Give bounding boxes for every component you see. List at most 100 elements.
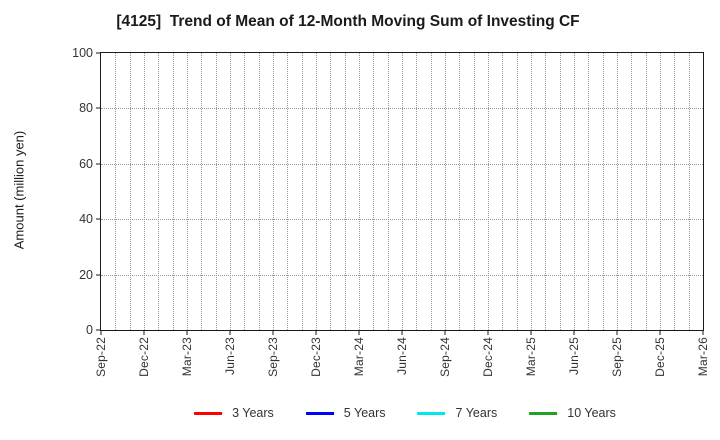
legend-item-10-years: 10 Years — [529, 406, 616, 420]
y-tick-label: 40 — [79, 212, 93, 227]
y-axis-tick — [96, 218, 100, 220]
gridline-vertical — [273, 53, 274, 330]
x-tick-label: Sep-25 — [610, 337, 624, 377]
legend-line-swatch — [417, 411, 446, 415]
x-tick-label: Sep-24 — [438, 337, 452, 377]
x-tick-label: Jun-25 — [567, 337, 581, 375]
y-tick-label: 60 — [79, 156, 93, 171]
x-axis-tick — [272, 331, 274, 335]
gridline-vertical — [602, 53, 604, 330]
gridline-vertical — [659, 53, 661, 330]
gridline-vertical — [445, 53, 446, 330]
gridline-vertical — [617, 53, 618, 330]
gridline-vertical — [545, 53, 547, 330]
gridline-vertical — [144, 53, 145, 330]
gridline-vertical — [574, 53, 575, 330]
x-axis-tick — [358, 331, 360, 335]
legend-line-swatch — [529, 411, 558, 415]
x-tick-label: Mar-24 — [352, 337, 366, 377]
x-tick-label: Mar-26 — [696, 337, 710, 377]
x-tick-label: Mar-23 — [180, 337, 194, 377]
gridline-vertical — [631, 53, 633, 330]
y-axis-tick — [96, 163, 100, 165]
gridline-vertical — [373, 53, 375, 330]
x-axis-tick — [186, 331, 188, 335]
plot-area: 0 20 40 60 80 100 Sep-22 Dec-22 Mar-23 Jun-23 Sep-… — [72, 46, 710, 377]
x-axis-tick — [659, 331, 661, 335]
x-axis-tick — [100, 331, 102, 335]
x-tick-label: Jun-24 — [395, 337, 409, 375]
gridline-horizontal — [101, 163, 703, 165]
gridline-vertical — [258, 53, 260, 330]
gridline-vertical — [330, 53, 332, 330]
legend-line-swatch — [194, 411, 223, 415]
x-axis-tick — [229, 331, 231, 335]
y-axis-tick — [96, 107, 100, 109]
chart-title: [4125] Trend of Mean of 12-Month Moving … — [116, 13, 580, 30]
gridline-vertical — [158, 53, 160, 330]
gridline-vertical — [287, 53, 289, 330]
y-axis-tick — [96, 52, 100, 54]
y-axis-label: Amount (million yen) — [11, 130, 27, 250]
gridline-vertical — [129, 53, 131, 330]
gridline-vertical — [115, 53, 117, 330]
x-tick-label: Dec-22 — [137, 337, 151, 377]
x-axis-tick — [702, 331, 704, 335]
legend-line-swatch — [305, 411, 334, 415]
legend-label: 7 Years — [455, 406, 498, 420]
gridline-vertical — [244, 53, 246, 330]
x-tick-label: Sep-22 — [94, 337, 108, 377]
gridline-vertical — [559, 53, 561, 330]
gridline-vertical — [215, 53, 217, 330]
x-tick-label: Dec-23 — [309, 337, 323, 377]
gridline-vertical — [645, 53, 647, 330]
gridline-vertical — [516, 53, 518, 330]
y-tick-label: 0 — [86, 323, 93, 337]
legend-item-5-years: 5 Years — [305, 406, 386, 420]
gridline-vertical — [402, 53, 403, 330]
legend-label: 10 Years — [567, 406, 616, 420]
gridline-vertical — [359, 53, 360, 330]
x-axis-tick — [487, 331, 489, 335]
gridline-vertical — [473, 53, 475, 330]
gridline-vertical — [301, 53, 303, 330]
gridline-vertical — [187, 53, 188, 330]
legend: 3 Years 5 Years 7 Years 10 Years — [194, 406, 616, 420]
gridline-horizontal — [101, 219, 703, 221]
gridline-horizontal — [101, 274, 703, 276]
y-tick-label: 20 — [79, 267, 93, 282]
y-tick-label: 100 — [72, 46, 93, 60]
gridline-vertical — [430, 53, 432, 330]
x-axis-tick — [530, 331, 532, 335]
gridline-vertical — [344, 53, 346, 330]
legend-label: 5 Years — [343, 406, 386, 420]
y-axis-tick — [96, 329, 100, 331]
gridline-vertical — [201, 53, 203, 330]
legend-label: 3 Years — [232, 406, 274, 420]
y-axis-tick — [96, 274, 100, 276]
legend-item-7-years: 7 Years — [417, 406, 498, 420]
gridline-horizontal — [101, 108, 703, 110]
x-tick-label: Jun-23 — [223, 337, 237, 375]
x-axis-tick — [616, 331, 618, 335]
y-tick-label: 80 — [79, 101, 93, 116]
gridline-vertical — [230, 53, 231, 330]
x-axis-tick — [143, 331, 145, 335]
x-axis-tick — [444, 331, 446, 335]
gridline-vertical — [416, 53, 418, 330]
gridline-vertical — [488, 53, 489, 330]
gridline-vertical — [531, 53, 532, 330]
legend-item-3-years: 3 Years — [194, 406, 274, 420]
gridline-vertical — [502, 53, 504, 330]
x-axis-tick — [401, 331, 403, 335]
gridline-vertical — [172, 53, 174, 330]
x-tick-label: Sep-23 — [266, 337, 280, 377]
x-axis-tick — [573, 331, 575, 335]
x-tick-label: Dec-24 — [481, 337, 495, 377]
gridline-vertical — [316, 53, 317, 330]
x-tick-label: Dec-25 — [652, 337, 667, 377]
gridline-vertical — [387, 53, 389, 330]
x-axis-tick — [315, 331, 317, 335]
gridline-vertical — [588, 53, 590, 330]
x-tick-label: Mar-25 — [524, 337, 538, 377]
